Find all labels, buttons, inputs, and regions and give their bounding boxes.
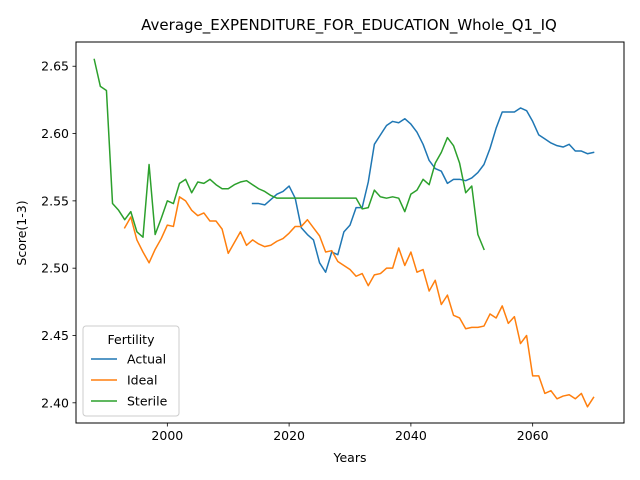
y-tick-label: 2.65	[41, 59, 69, 74]
y-tick-label: 2.55	[41, 193, 69, 208]
x-tick-label: 2000	[151, 428, 183, 443]
x-tick-label: 2020	[273, 428, 305, 443]
chart-title: Average_EXPENDITURE_FOR_EDUCATION_Whole_…	[141, 16, 557, 35]
x-axis: 2000 2020 2040 2060	[151, 423, 549, 443]
series-line-ideal	[123, 196, 595, 408]
plot-frame	[75, 41, 625, 424]
x-tick-label: 2060	[517, 428, 549, 443]
legend-box	[82, 325, 180, 417]
legend-items: Actual Ideal Sterile	[91, 352, 168, 409]
y-axis: 2.40 2.45 2.50 2.55 2.60 2.65	[41, 59, 76, 410]
legend: Fertility Actual Ideal Sterile	[82, 325, 180, 417]
y-axis-label: Score(1-3)	[14, 200, 29, 265]
y-tick-label: 2.50	[41, 261, 69, 276]
x-axis-label: Years	[333, 450, 367, 465]
y-tick-label: 2.40	[41, 395, 69, 410]
legend-title: Fertility	[108, 332, 156, 347]
legend-label-ideal: Ideal	[127, 373, 157, 388]
series-layer	[93, 58, 595, 408]
x-tick-label: 2040	[395, 428, 427, 443]
legend-label-actual: Actual	[127, 352, 166, 367]
series-line-sterile	[93, 58, 485, 251]
series-line-actual	[251, 107, 595, 273]
y-tick-label: 2.60	[41, 126, 69, 141]
legend-label-sterile: Sterile	[127, 394, 168, 409]
y-tick-label: 2.45	[41, 328, 69, 343]
